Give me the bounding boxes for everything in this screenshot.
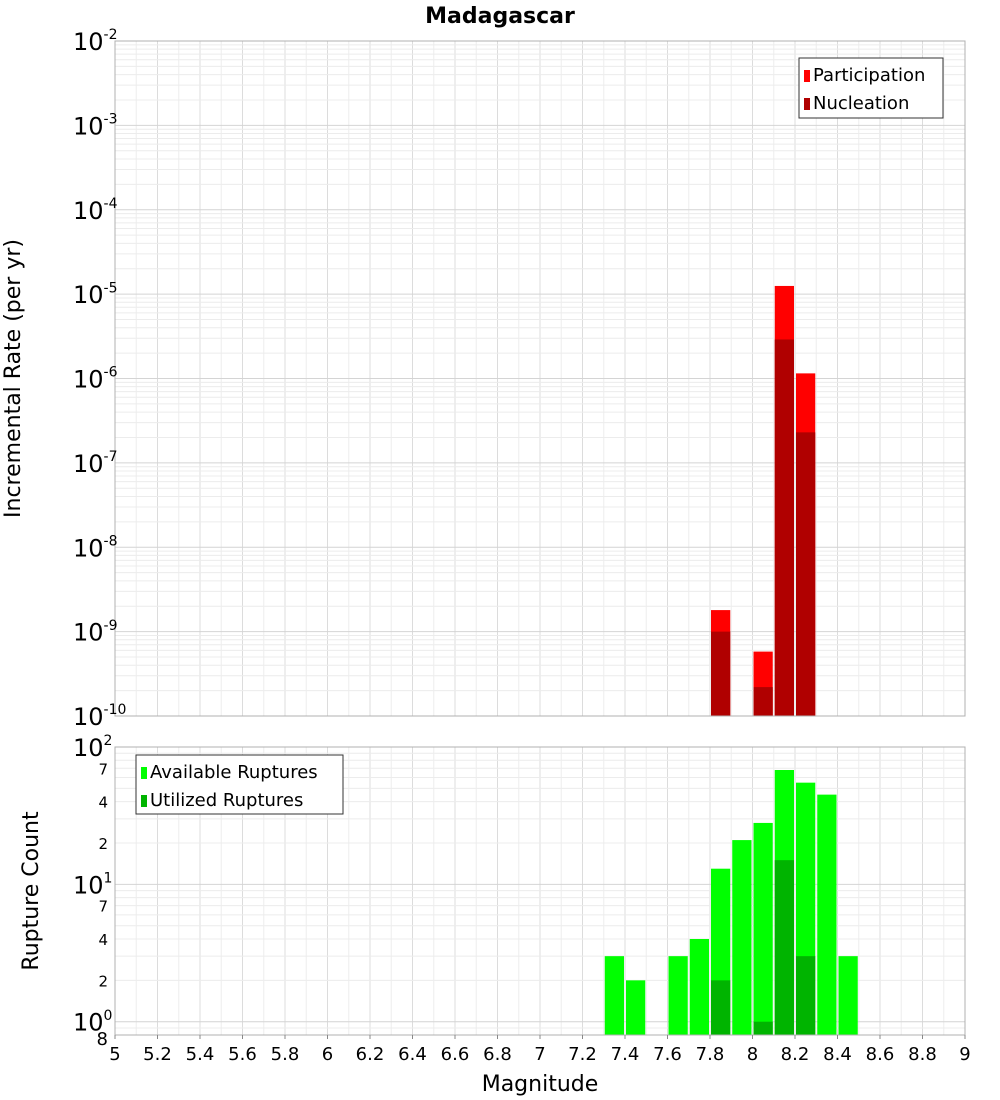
x-tick-label: 7.8 xyxy=(696,1044,725,1065)
x-tick-label: 7.2 xyxy=(568,1044,597,1065)
bar-available-ruptures xyxy=(817,794,837,1035)
bar-available-ruptures xyxy=(668,956,688,1035)
legend-label: Available Ruptures xyxy=(150,762,318,783)
y-tick-label: 10-8 xyxy=(73,533,118,562)
legend-label: Nucleation xyxy=(813,93,909,114)
bar-utilized-ruptures xyxy=(796,956,816,1035)
y-tick-label: 8 xyxy=(97,1029,108,1050)
rate-panel: Incremental Rate (per yr) Participation Nu… xyxy=(1,27,966,731)
x-tick-label: 5.8 xyxy=(271,1044,300,1065)
bar-utilized-ruptures xyxy=(711,980,731,1035)
chart-title: Madagascar xyxy=(425,4,575,29)
y-tick-label: 10-10 xyxy=(73,702,126,731)
bar-available-ruptures xyxy=(753,822,773,1035)
bar-nucleation xyxy=(774,339,794,716)
x-tick-label: 8.2 xyxy=(781,1044,810,1065)
y-tick-label: 10-2 xyxy=(73,27,118,56)
x-tick-label: 7 xyxy=(534,1044,545,1065)
y-tick-label: 4 xyxy=(98,794,108,812)
bar-utilized-ruptures xyxy=(774,860,794,1035)
bar-available-ruptures xyxy=(604,956,624,1035)
y-axis-label: Incremental Rate (per yr) xyxy=(1,239,26,518)
legend-label: Participation xyxy=(813,65,925,86)
plot-frame xyxy=(114,40,966,717)
x-tick-label: 6.6 xyxy=(441,1044,470,1065)
bar-nucleation xyxy=(753,687,773,716)
x-tick-label: 8.6 xyxy=(866,1044,895,1065)
y-tick-label: 102 xyxy=(73,733,112,762)
x-axis: 5 5.2 5.4 5.6 5.8 6 6.2 6.4 6.6 6.8 7 7.2 7.4 7.6 7.8 8… xyxy=(109,1035,971,1065)
x-tick-label: 5.2 xyxy=(143,1044,172,1065)
bar-available-ruptures xyxy=(689,939,709,1035)
bar-available-ruptures xyxy=(838,956,858,1035)
x-tick-label: 5.4 xyxy=(186,1044,215,1065)
rupture-count-panel: Rupture Count Available Ruptures Utilized … xyxy=(19,733,966,1050)
bar-available-ruptures xyxy=(732,840,752,1035)
y-tick-label: 10-7 xyxy=(73,449,118,478)
y-tick-label: 10-5 xyxy=(73,280,118,309)
legend-box xyxy=(135,754,344,815)
x-tick-label: 6 xyxy=(322,1044,333,1065)
legend-label: Utilized Ruptures xyxy=(150,790,303,811)
y-tick-label: 10-3 xyxy=(73,112,118,141)
x-tick-label: 8 xyxy=(747,1044,758,1065)
y-tick-label: 10-6 xyxy=(73,365,118,394)
x-tick-label: 5.6 xyxy=(228,1044,257,1065)
x-tick-label: 6.8 xyxy=(483,1044,512,1065)
y-axis-label: Rupture Count xyxy=(19,811,44,971)
y-tick-label: 101 xyxy=(73,871,112,900)
x-axis-label: Magnitude xyxy=(482,1072,599,1097)
y-tick-label: 10-4 xyxy=(73,196,118,225)
legend-swatch xyxy=(804,70,810,82)
y-tick-label: 2 xyxy=(98,835,108,853)
legend-swatch xyxy=(141,767,147,779)
x-tick-label: 8.8 xyxy=(908,1044,937,1065)
legend-swatch xyxy=(804,98,810,110)
x-tick-label: 7.6 xyxy=(653,1044,682,1065)
y-tick-label: 10-9 xyxy=(73,618,118,647)
legend-swatch xyxy=(141,795,147,807)
bar-utilized-ruptures xyxy=(753,1021,773,1035)
y-tick-label: 2 xyxy=(98,972,108,990)
x-tick-label: 7.4 xyxy=(611,1044,640,1065)
y-tick-label: 4 xyxy=(98,931,108,949)
y-tick-label: 7 xyxy=(98,898,108,916)
bar-available-ruptures xyxy=(626,980,646,1035)
bar-nucleation xyxy=(711,631,731,716)
x-tick-label: 9 xyxy=(959,1044,970,1065)
bar-nucleation xyxy=(796,432,816,716)
x-tick-label: 6.2 xyxy=(356,1044,385,1065)
y-tick-label: 100 xyxy=(73,1008,112,1037)
legend-box xyxy=(798,57,944,119)
x-tick-label: 6.4 xyxy=(398,1044,427,1065)
x-tick-label: 8.4 xyxy=(823,1044,852,1065)
x-tick-label: 5 xyxy=(109,1044,120,1065)
y-tick-label: 7 xyxy=(98,760,108,778)
